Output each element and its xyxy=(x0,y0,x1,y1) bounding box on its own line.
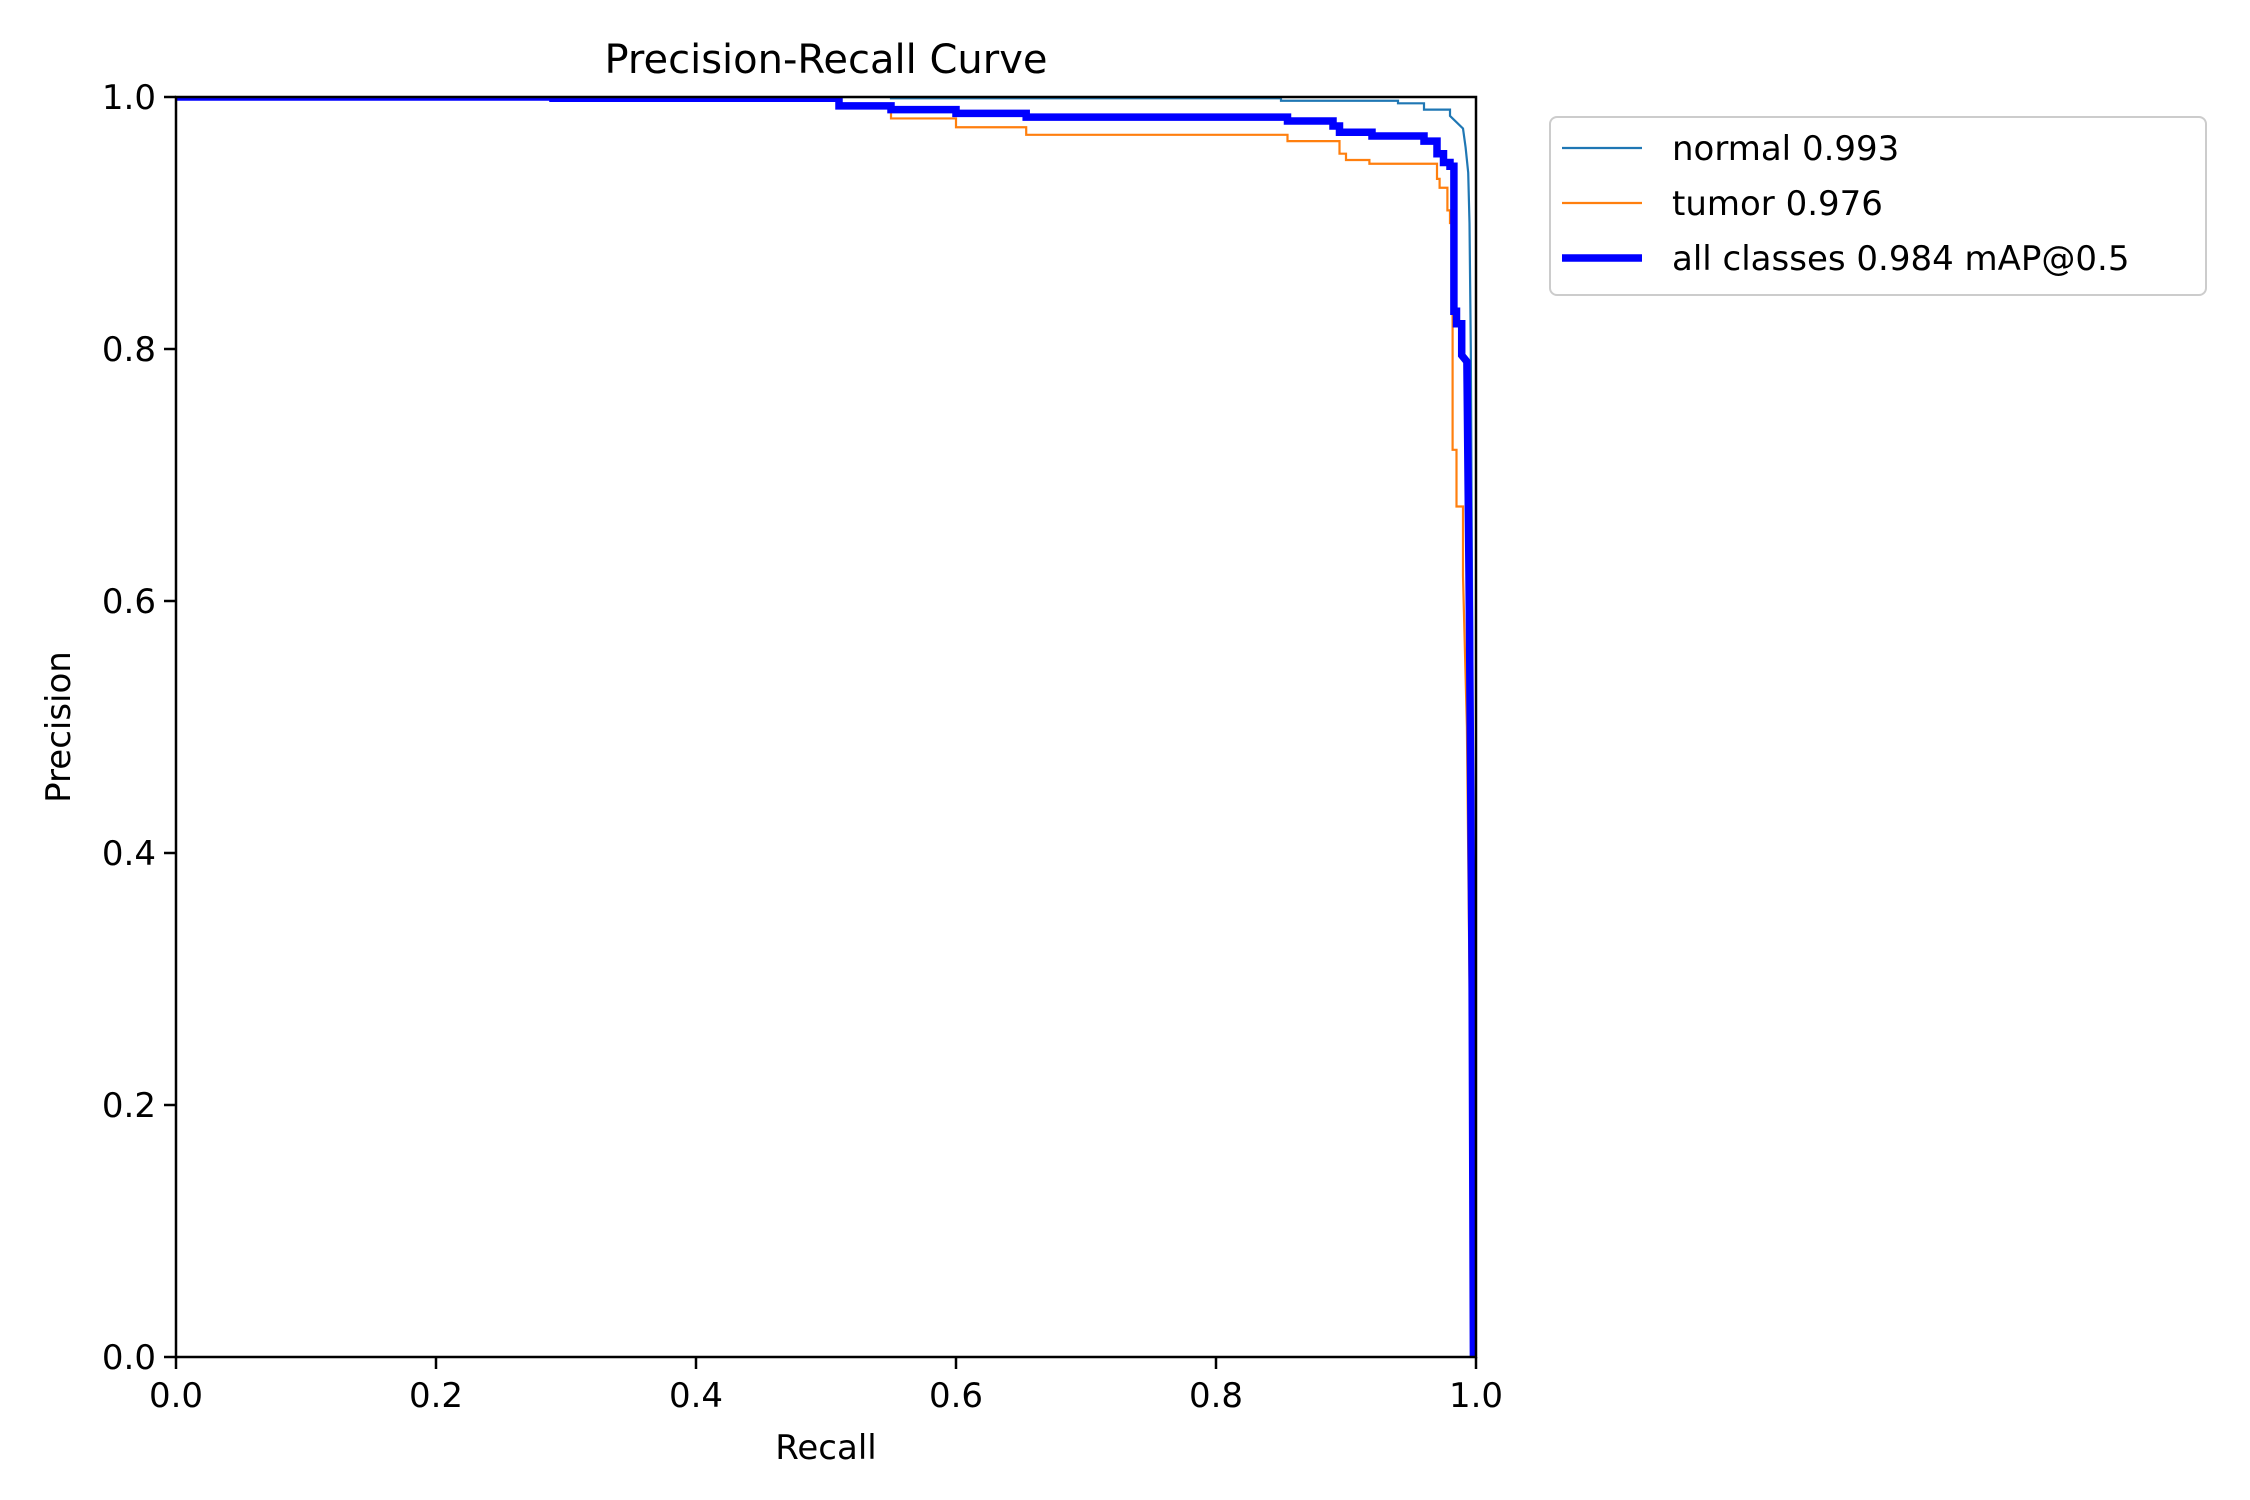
y-tick-label: 1.0 xyxy=(102,78,156,118)
x-tick-label: 0.8 xyxy=(1189,1376,1243,1416)
legend-label: normal 0.993 xyxy=(1672,129,1899,169)
x-tick-label: 0.0 xyxy=(149,1376,203,1416)
plot-frame xyxy=(174,95,1478,1359)
x-axis: 0.0 0.2 0.4 0.6 0.8 1.0 xyxy=(149,1357,1503,1416)
y-axis-label: Precision xyxy=(39,651,79,803)
y-tick-label: 0.2 xyxy=(102,1086,156,1126)
tumor-curve xyxy=(176,97,1475,1357)
legend: normal 0.993 tumor 0.976 all classes 0.984… xyxy=(1549,116,2207,296)
y-tick-label: 0.8 xyxy=(102,330,156,370)
x-tick-label: 1.0 xyxy=(1449,1376,1503,1416)
x-tick-label: 0.6 xyxy=(929,1376,983,1416)
legend-label: tumor 0.976 xyxy=(1672,184,1883,224)
normal-curve xyxy=(176,97,1475,1357)
y-tick-label: 0.4 xyxy=(102,834,156,874)
legend-frame xyxy=(1549,116,2207,296)
x-axis-label: Recall xyxy=(775,1428,876,1468)
chart-title: Precision-Recall Curve xyxy=(605,37,1048,83)
y-axis: 0.0 0.2 0.4 0.6 0.8 1.0 xyxy=(102,78,176,1378)
x-tick-label: 0.2 xyxy=(409,1376,463,1416)
y-tick-label: 0.0 xyxy=(102,1338,156,1378)
legend-label: all classes 0.984 mAP@0.5 xyxy=(1672,239,2129,279)
x-tick-label: 0.4 xyxy=(669,1376,723,1416)
all-classes-curve xyxy=(176,97,1476,1357)
y-tick-label: 0.6 xyxy=(102,582,156,622)
